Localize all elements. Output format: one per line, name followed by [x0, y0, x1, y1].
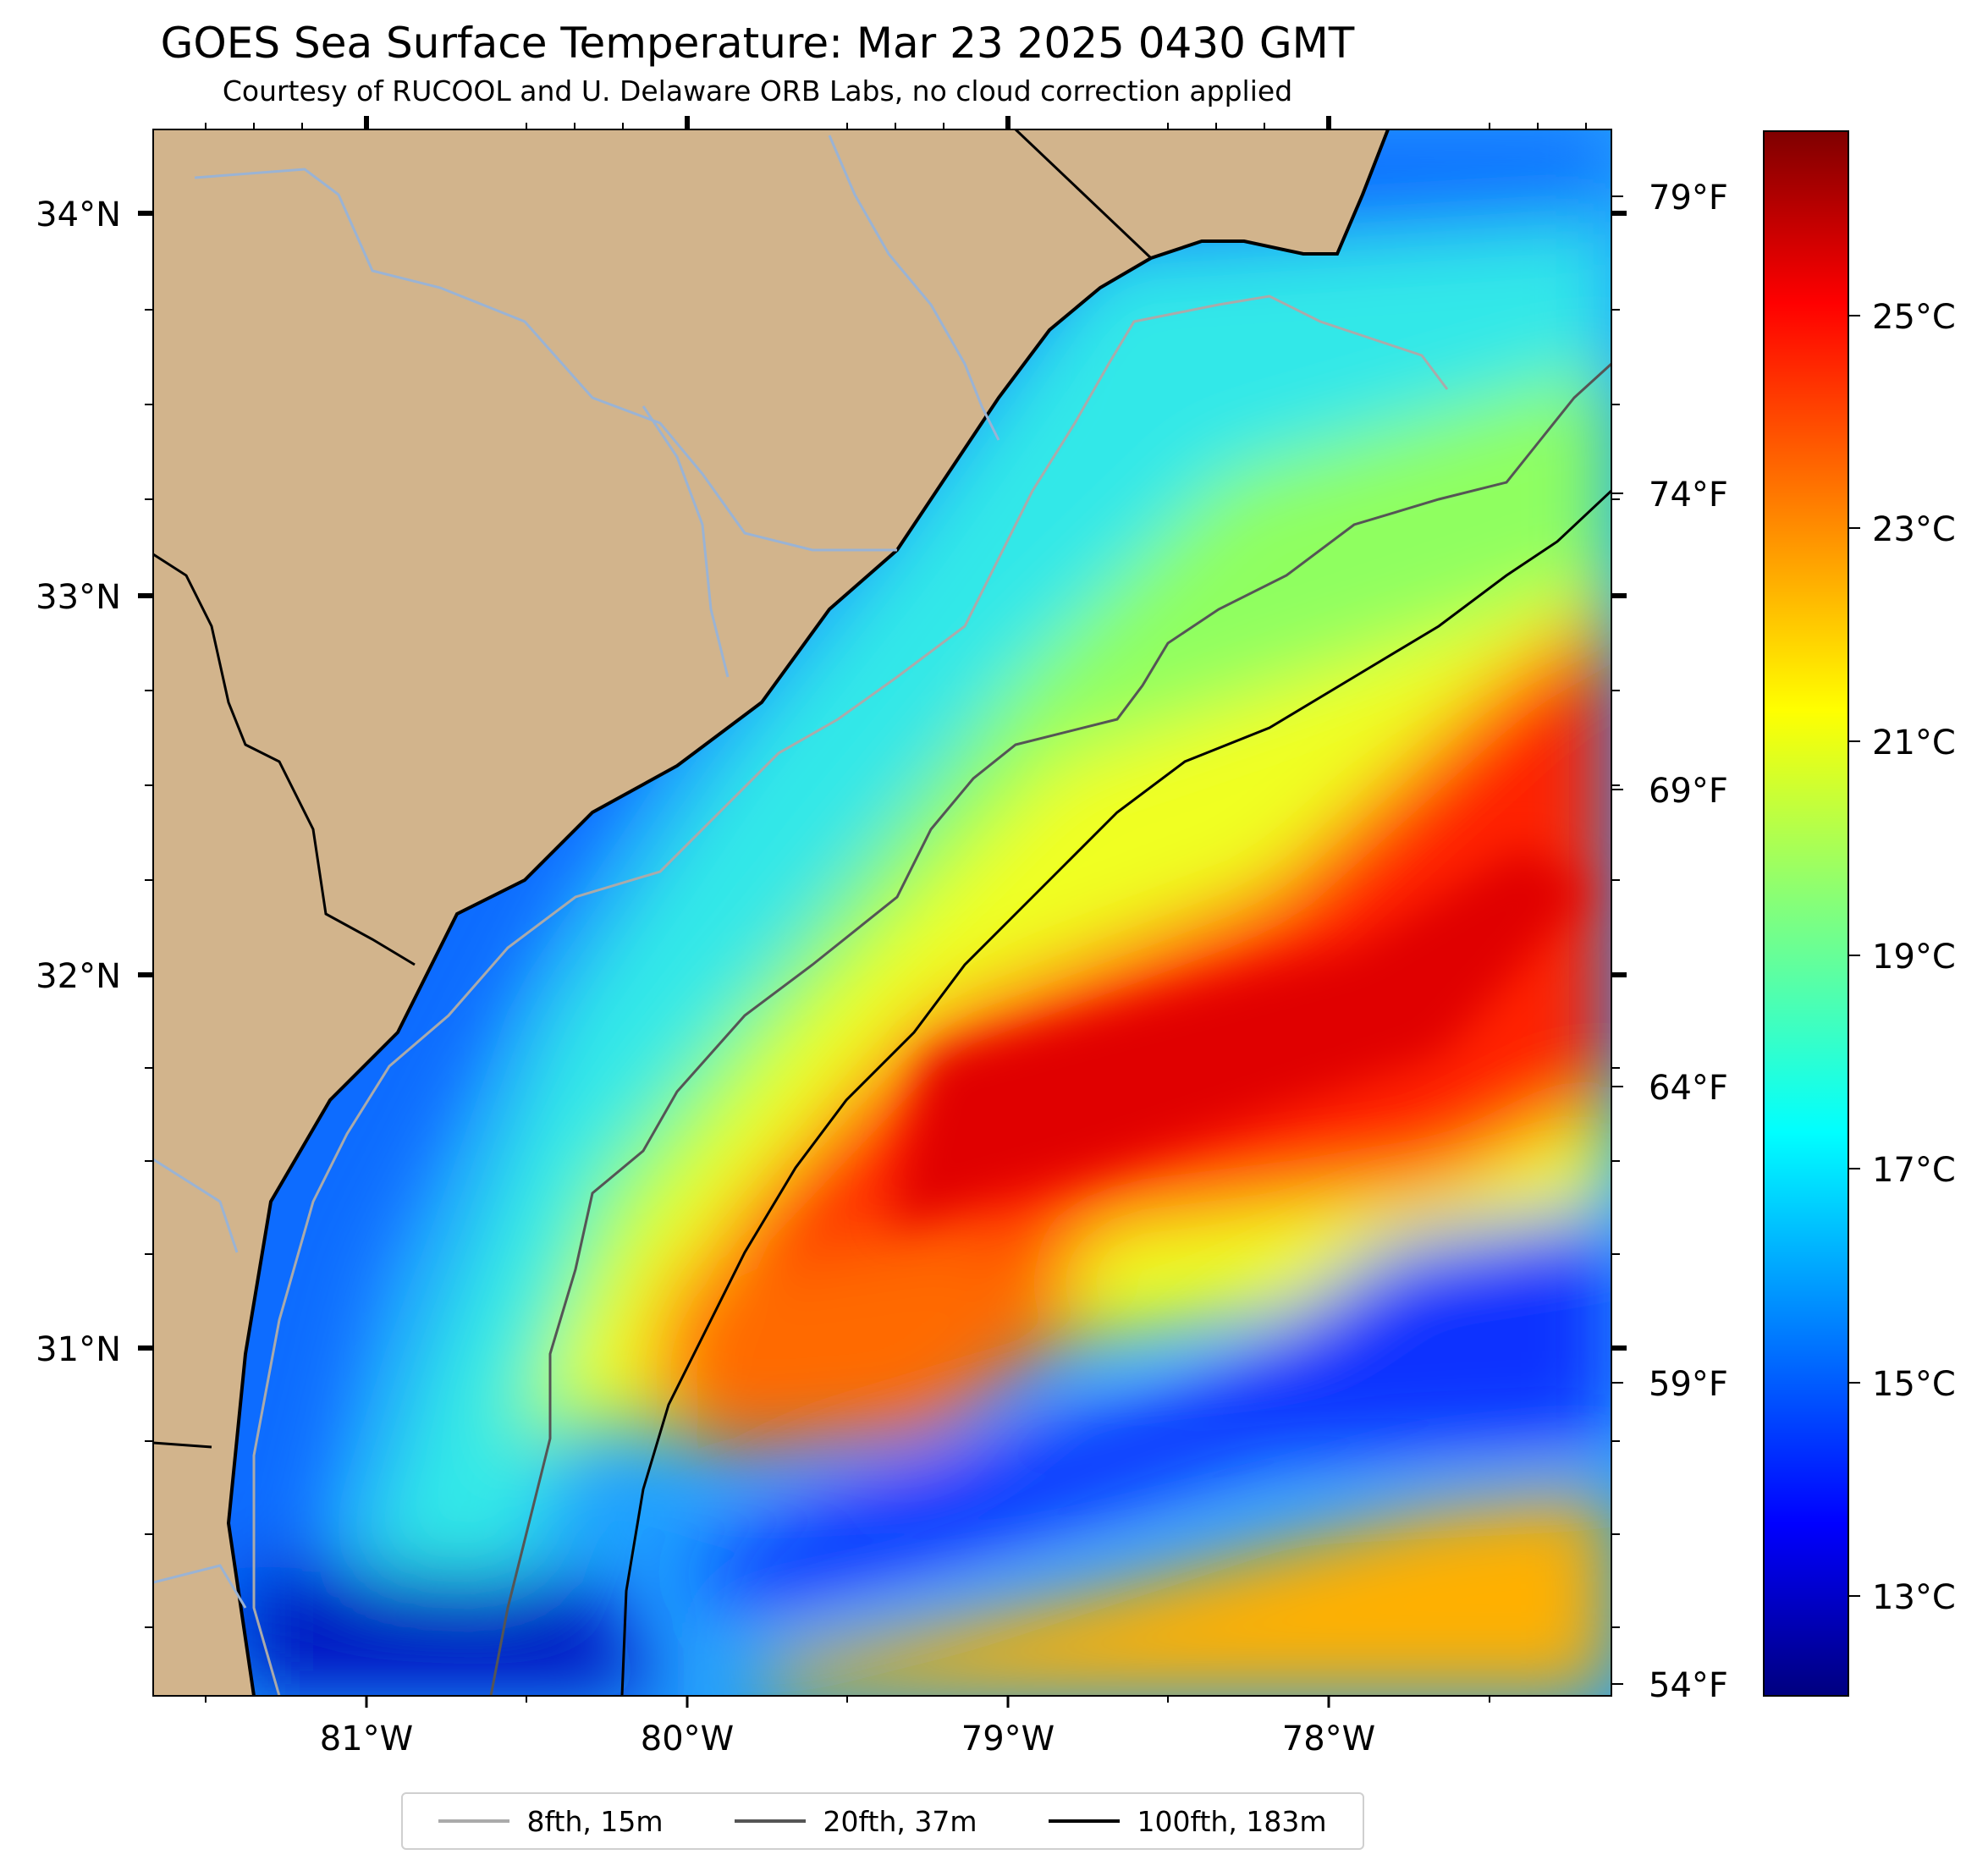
colorbar-label-19c: 19°C [1872, 938, 1956, 977]
lat-label-32n: 32°N [36, 957, 121, 996]
lon-label-80w: 80°W [641, 1720, 734, 1758]
legend-swatch-8fth [438, 1819, 510, 1823]
legend-label-8fth: 8fth, 15m [526, 1804, 664, 1838]
lat-label-33n: 33°N [36, 578, 121, 617]
colorbar-ticks [1848, 315, 1860, 1597]
f-label-64: 64°F [1649, 1069, 1728, 1108]
f-label-69: 69°F [1649, 772, 1728, 811]
map-ticks [138, 116, 1627, 1708]
colorbar-label-21c: 21°C [1872, 724, 1956, 762]
legend-label-20fth: 20fth, 37m [823, 1804, 977, 1838]
legend-swatch-20fth [735, 1819, 807, 1823]
map-frame [152, 129, 1612, 1697]
land [153, 129, 1388, 1696]
legend-item-20fth: 20fth, 37m [735, 1805, 977, 1838]
f-label-59: 59°F [1649, 1365, 1728, 1404]
f-label-79: 79°F [1649, 179, 1728, 217]
colorbar-label-23c: 23°C [1872, 510, 1956, 549]
legend-swatch-100fth [1049, 1819, 1121, 1823]
colorbar-label-15c: 15°C [1872, 1365, 1956, 1404]
legend-label-100fth: 100fth, 183m [1137, 1804, 1327, 1838]
isobath-legend: 8fth, 15m 20fth, 37m 100fth, 183m [401, 1792, 1364, 1850]
coastline [226, 129, 1390, 1696]
legend-item-100fth: 100fth, 183m [1049, 1805, 1326, 1838]
lon-label-81w: 81°W [320, 1720, 413, 1758]
lon-label-78w: 78°W [1282, 1720, 1375, 1758]
map-minor-ticks [145, 123, 1620, 1703]
f-label-54: 54°F [1649, 1666, 1728, 1705]
isobaths [252, 294, 1611, 1696]
map-title: GOES Sea Surface Temperature: Mar 23 202… [160, 19, 1355, 68]
legend-item-8fth: 8fth, 15m [438, 1804, 664, 1838]
f-label-74: 74°F [1649, 476, 1728, 515]
rivers [153, 135, 1000, 1609]
isobath-8fth [252, 294, 1449, 1696]
colorbar-label-25c: 25°C [1872, 298, 1956, 337]
fahrenheit-ticks [1611, 195, 1623, 1685]
colorbar [1763, 130, 1849, 1697]
colorbar-label-17c: 17°C [1872, 1151, 1956, 1190]
lon-label-79w: 79°W [961, 1720, 1055, 1758]
map-subtitle: Courtesy of RUCOOL and U. Delaware ORB L… [222, 74, 1293, 107]
lat-label-31n: 31°N [36, 1330, 121, 1369]
lat-label-34n: 34°N [36, 195, 121, 234]
isobath-100fth [620, 489, 1611, 1696]
colorbar-label-13c: 13°C [1872, 1578, 1956, 1617]
isobath-20fth [489, 362, 1611, 1696]
state-boundaries [153, 129, 1153, 1449]
